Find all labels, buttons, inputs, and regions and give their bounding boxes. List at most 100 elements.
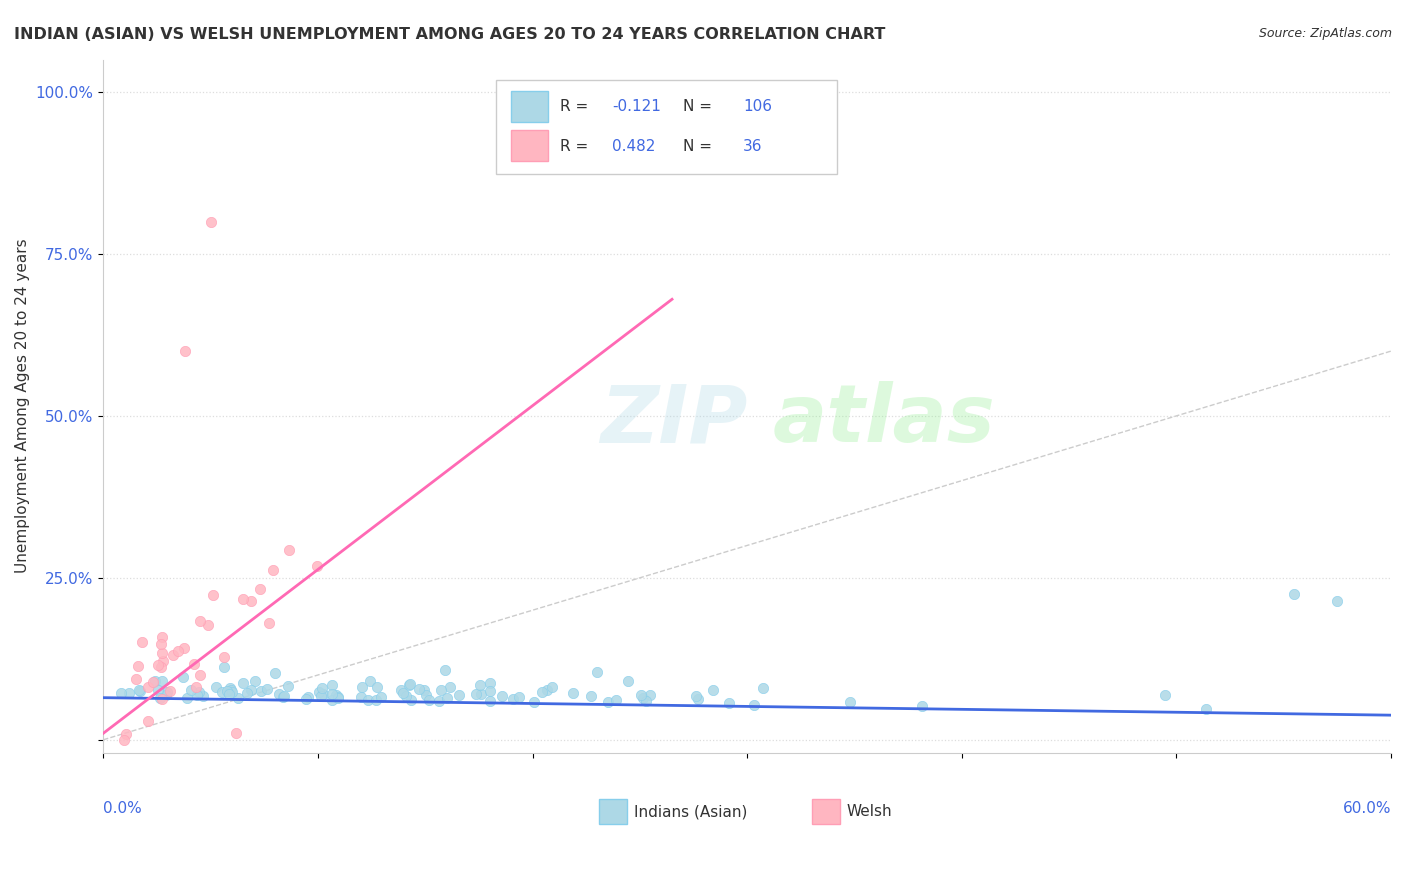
Point xyxy=(408,681,430,696)
Text: Welsh: Welsh xyxy=(846,805,891,819)
Point xyxy=(465,687,488,701)
Point xyxy=(502,692,524,706)
Bar xyxy=(512,91,547,122)
Point xyxy=(449,688,471,702)
Point xyxy=(523,695,546,709)
Point xyxy=(392,686,415,700)
Point xyxy=(1284,587,1306,601)
Point xyxy=(219,683,242,698)
Point xyxy=(309,690,332,704)
Point xyxy=(150,691,173,706)
Point xyxy=(433,663,456,677)
Point xyxy=(838,695,860,709)
Point xyxy=(326,690,349,705)
Point xyxy=(278,542,301,557)
Point xyxy=(321,678,343,692)
Point xyxy=(359,673,381,688)
Point xyxy=(172,670,194,684)
Point xyxy=(212,649,235,664)
Point xyxy=(162,648,184,662)
Bar xyxy=(811,799,839,824)
Point xyxy=(183,657,205,671)
Point xyxy=(150,674,173,689)
Point xyxy=(308,685,330,699)
Point xyxy=(131,634,153,648)
Point xyxy=(530,685,553,699)
Point xyxy=(146,683,169,698)
Point xyxy=(508,690,530,704)
Point xyxy=(742,698,765,713)
Point xyxy=(125,672,148,686)
Point xyxy=(197,618,219,632)
Point xyxy=(579,689,602,703)
Point xyxy=(399,677,422,691)
Point xyxy=(218,687,240,701)
Point xyxy=(294,691,316,706)
Point xyxy=(200,214,222,228)
Point xyxy=(413,683,436,698)
Text: R =: R = xyxy=(561,98,593,113)
Point xyxy=(399,693,422,707)
Point xyxy=(225,726,247,740)
Point xyxy=(243,674,266,689)
Point xyxy=(636,694,658,708)
Point xyxy=(236,686,259,700)
Point xyxy=(911,698,934,713)
Point xyxy=(540,680,562,694)
Point xyxy=(395,690,418,704)
Point xyxy=(478,694,501,708)
Point xyxy=(188,685,211,699)
Point xyxy=(262,563,284,577)
Point xyxy=(277,679,299,693)
Point xyxy=(250,683,273,698)
Point xyxy=(136,714,159,728)
Text: Indians (Asian): Indians (Asian) xyxy=(634,805,747,819)
Point xyxy=(1326,593,1348,607)
Point xyxy=(685,689,707,703)
Point xyxy=(436,690,458,705)
Point xyxy=(430,683,453,698)
Point xyxy=(127,659,149,673)
Point xyxy=(1154,688,1177,702)
Point xyxy=(427,694,450,708)
Point xyxy=(312,687,335,701)
Point xyxy=(297,690,319,705)
Point xyxy=(439,680,461,694)
Point xyxy=(586,665,609,680)
Text: 60.0%: 60.0% xyxy=(1343,801,1391,816)
Point xyxy=(605,693,627,707)
Point xyxy=(630,689,652,703)
Point xyxy=(717,696,740,710)
Point xyxy=(631,690,654,705)
Point xyxy=(491,689,513,703)
Point xyxy=(136,680,159,694)
Point xyxy=(149,660,172,674)
Bar xyxy=(496,80,838,174)
Point xyxy=(226,691,249,706)
Point xyxy=(321,692,343,706)
Bar xyxy=(512,130,547,161)
Point xyxy=(118,686,141,700)
Text: INDIAN (ASIAN) VS WELSH UNEMPLOYMENT AMONG AGES 20 TO 24 YEARS CORRELATION CHART: INDIAN (ASIAN) VS WELSH UNEMPLOYMENT AMO… xyxy=(14,27,886,42)
Point xyxy=(173,641,195,656)
Text: 0.482: 0.482 xyxy=(612,139,655,153)
Point xyxy=(305,559,328,574)
Point xyxy=(239,594,262,608)
Point xyxy=(128,683,150,698)
Point xyxy=(128,682,150,697)
Text: ZIP: ZIP xyxy=(600,381,747,459)
Point xyxy=(350,680,373,694)
Point xyxy=(263,665,285,680)
Point xyxy=(142,675,165,690)
Point xyxy=(271,690,294,704)
Point xyxy=(638,688,661,702)
Text: 0.0%: 0.0% xyxy=(103,801,142,816)
Point xyxy=(186,688,208,702)
Point xyxy=(221,685,243,699)
Point xyxy=(259,616,281,631)
Point xyxy=(201,588,224,602)
Point xyxy=(150,646,173,660)
Point xyxy=(148,658,170,673)
Text: 106: 106 xyxy=(744,98,772,113)
Point xyxy=(267,687,290,701)
